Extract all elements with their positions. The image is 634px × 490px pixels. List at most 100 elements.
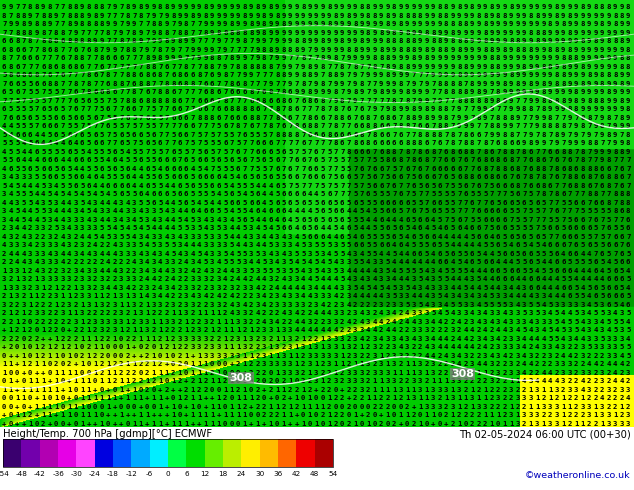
Text: 7: 7 — [373, 148, 377, 155]
Text: 2: 2 — [509, 395, 514, 401]
Text: 2: 2 — [178, 353, 182, 359]
Text: 2: 2 — [178, 259, 182, 265]
Text: 7: 7 — [152, 47, 156, 52]
Text: 6: 6 — [242, 132, 247, 138]
Text: 6: 6 — [295, 157, 299, 163]
Text: 7: 7 — [431, 123, 436, 129]
Text: 4: 4 — [333, 234, 338, 240]
Text: 7: 7 — [593, 174, 598, 180]
Text: 8: 8 — [262, 98, 266, 103]
Text: 5: 5 — [353, 225, 358, 231]
Text: 4: 4 — [581, 276, 585, 282]
Text: -30: -30 — [70, 471, 82, 477]
Text: 6: 6 — [477, 132, 481, 138]
Text: 4: 4 — [138, 166, 143, 171]
Text: 3: 3 — [327, 344, 332, 350]
Text: 5: 5 — [600, 208, 604, 214]
Text: 3: 3 — [190, 225, 195, 231]
Text: 3: 3 — [515, 421, 520, 427]
Text: 2: 2 — [2, 251, 6, 257]
Text: 4: 4 — [451, 259, 455, 265]
Text: 6: 6 — [275, 98, 280, 103]
Text: 4: 4 — [496, 327, 500, 333]
Text: 4: 4 — [132, 217, 136, 222]
Text: 0: 0 — [301, 395, 306, 401]
Text: 6: 6 — [106, 55, 110, 61]
Text: 7: 7 — [581, 132, 585, 138]
Text: 7: 7 — [567, 132, 572, 138]
Text: 6: 6 — [269, 148, 273, 155]
Text: 1: 1 — [295, 353, 299, 359]
Text: 7: 7 — [321, 72, 325, 78]
Text: 5: 5 — [132, 148, 136, 155]
Text: 1: 1 — [15, 395, 20, 401]
Text: 4: 4 — [555, 378, 559, 384]
Text: 5: 5 — [223, 199, 228, 206]
Text: 2: 2 — [333, 395, 338, 401]
Text: 1: 1 — [74, 378, 78, 384]
Text: 2: 2 — [496, 404, 500, 410]
Text: 5: 5 — [106, 166, 110, 171]
Text: 7: 7 — [340, 106, 344, 112]
Text: 7: 7 — [74, 72, 78, 78]
Text: 7: 7 — [327, 140, 332, 146]
Text: 4: 4 — [67, 191, 72, 197]
Text: 1: 1 — [184, 353, 188, 359]
Text: 3: 3 — [158, 251, 162, 257]
Text: 5: 5 — [418, 302, 422, 308]
Text: 5: 5 — [28, 123, 32, 129]
Text: 9: 9 — [178, 4, 182, 10]
Text: 6: 6 — [119, 132, 124, 138]
Text: 2: 2 — [353, 387, 358, 393]
Text: 3: 3 — [34, 225, 39, 231]
Text: 8: 8 — [483, 38, 488, 44]
Text: 5: 5 — [41, 208, 46, 214]
Text: 9: 9 — [607, 106, 611, 112]
Text: 2: 2 — [463, 318, 468, 325]
Text: 9: 9 — [210, 29, 214, 35]
Text: 4: 4 — [411, 285, 416, 291]
Text: 2: 2 — [2, 293, 6, 299]
Text: 9: 9 — [470, 21, 474, 27]
Text: 8: 8 — [399, 13, 403, 19]
Text: 6: 6 — [223, 106, 228, 112]
Text: 9: 9 — [574, 13, 578, 19]
Text: 9: 9 — [503, 72, 507, 78]
Text: 9: 9 — [340, 80, 344, 87]
Text: 8: 8 — [470, 4, 474, 10]
Text: 4: 4 — [477, 318, 481, 325]
Text: 2: 2 — [8, 344, 13, 350]
Text: 2: 2 — [593, 370, 598, 376]
Text: 4: 4 — [184, 242, 188, 248]
Text: 9: 9 — [392, 13, 396, 19]
Text: 9: 9 — [593, 148, 598, 155]
Text: 4: 4 — [626, 318, 630, 325]
Text: 4: 4 — [444, 293, 448, 299]
Text: 9: 9 — [581, 89, 585, 95]
Text: 6: 6 — [619, 208, 624, 214]
Text: 5: 5 — [48, 199, 52, 206]
Text: 7: 7 — [392, 191, 396, 197]
Text: 1: 1 — [223, 327, 228, 333]
Text: 8: 8 — [307, 123, 312, 129]
Text: 7: 7 — [41, 89, 46, 95]
Text: 2: 2 — [74, 234, 78, 240]
Text: 0: 0 — [74, 421, 78, 427]
Text: 3: 3 — [457, 310, 462, 316]
Text: 8: 8 — [269, 47, 273, 52]
Text: 6: 6 — [288, 166, 292, 171]
Text: 4: 4 — [541, 336, 546, 342]
Text: 7: 7 — [269, 106, 273, 112]
Text: 6: 6 — [106, 80, 110, 87]
Text: 8: 8 — [132, 38, 136, 44]
Text: 8: 8 — [437, 132, 442, 138]
Text: 9: 9 — [587, 21, 592, 27]
Text: 3: 3 — [48, 234, 52, 240]
Text: 9: 9 — [489, 38, 494, 44]
Text: 7: 7 — [321, 148, 325, 155]
Text: 4: 4 — [28, 242, 32, 248]
Text: 4: 4 — [8, 132, 13, 138]
Text: 5: 5 — [444, 251, 448, 257]
Text: 3: 3 — [2, 217, 6, 222]
Text: 6: 6 — [288, 115, 292, 121]
